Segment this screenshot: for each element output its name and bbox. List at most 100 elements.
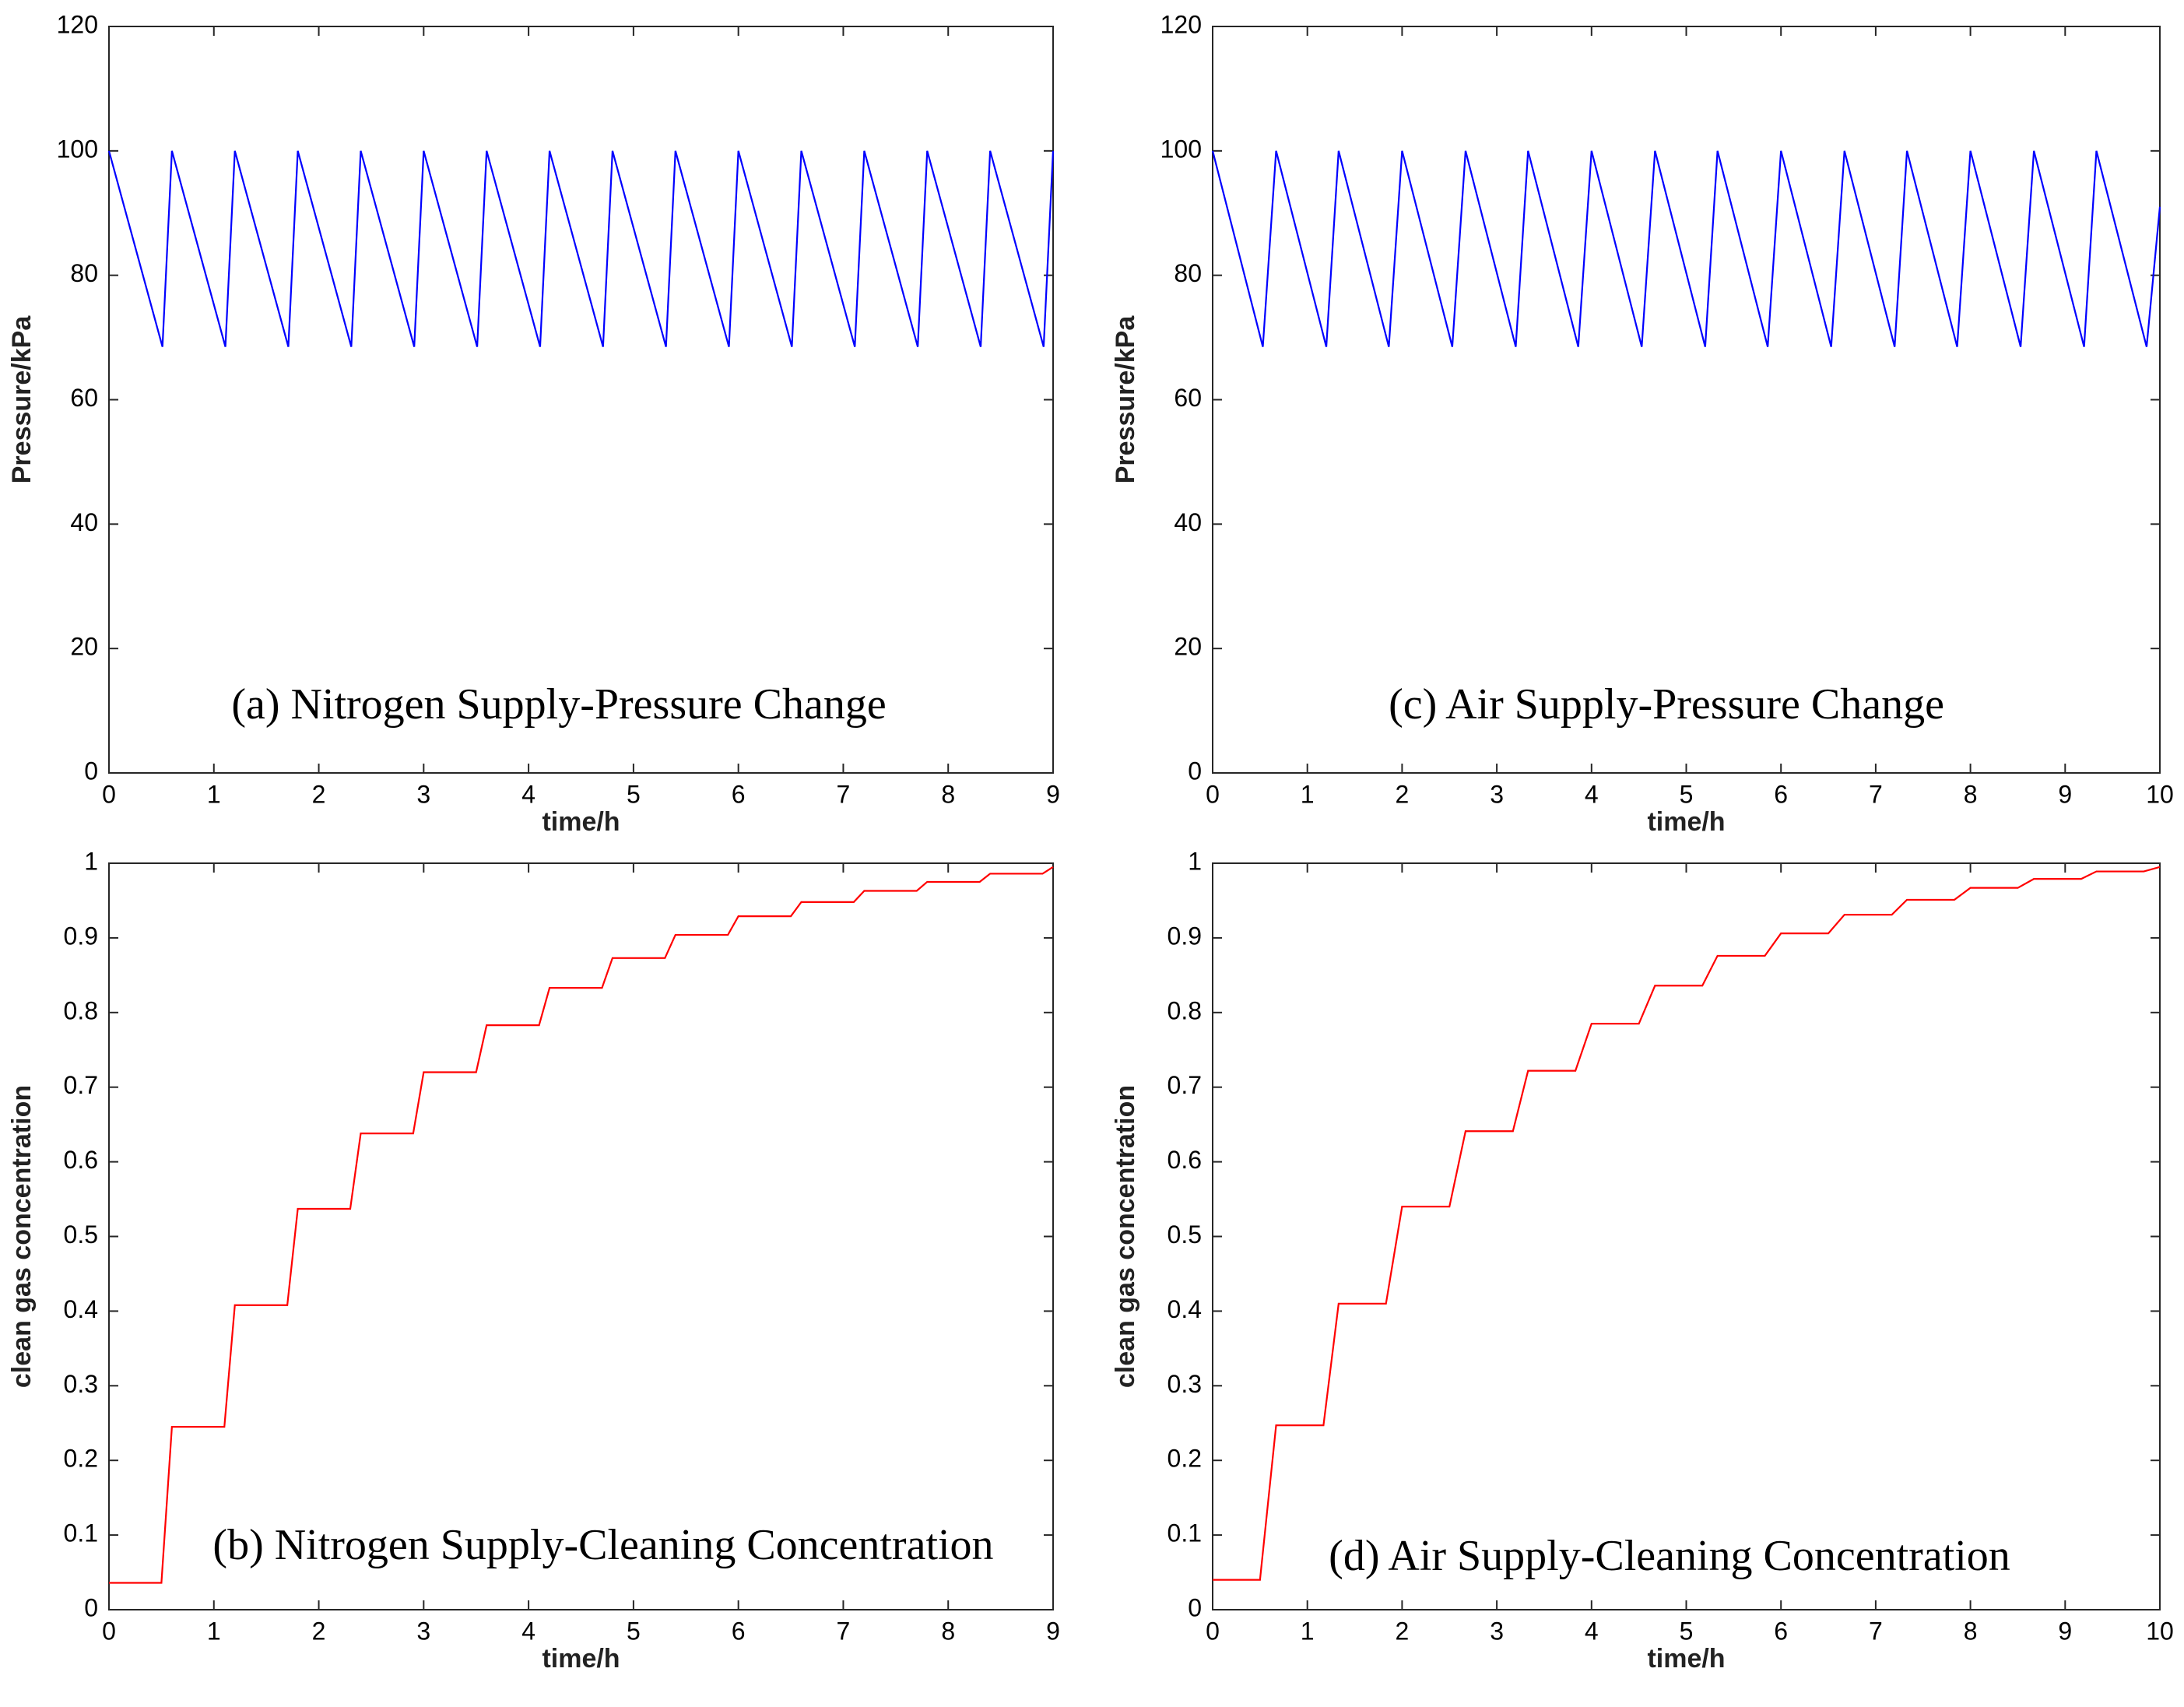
x-tick-label: 1 [1301, 780, 1315, 808]
x-tick-label: 0 [102, 1617, 116, 1645]
x-tick-label: 10 [2146, 780, 2174, 808]
y-tick-label: 0 [1188, 757, 1202, 785]
x-tick-label: 4 [521, 1617, 535, 1645]
y-tick-label: 0.4 [1167, 1295, 1202, 1323]
data-line [109, 866, 1054, 1584]
y-tick-label: 0.8 [1167, 996, 1202, 1024]
y-axis-label: Pressure/kPa [7, 315, 37, 484]
y-tick-label: 0.8 [64, 996, 98, 1024]
x-tick-label: 8 [941, 780, 955, 808]
y-tick-label: 120 [57, 10, 98, 38]
x-tick-label: 9 [2058, 1617, 2072, 1645]
x-tick-label: 7 [1869, 780, 1883, 808]
x-tick-label: 9 [1046, 780, 1060, 808]
y-tick-label: 0.2 [64, 1445, 98, 1473]
data-line [107, 150, 1055, 347]
x-tick-label: 3 [416, 780, 430, 808]
x-tick-label: 3 [1490, 1617, 1504, 1645]
y-tick-label: 120 [1160, 10, 1202, 38]
x-tick-label: 6 [732, 1617, 746, 1645]
x-tick-label: 3 [416, 1617, 430, 1645]
y-axis-label: Pressure/kPa [1111, 315, 1140, 484]
y-tick-label: 0.7 [64, 1071, 98, 1099]
x-tick-label: 0 [1206, 780, 1220, 808]
x-tick-label: 0 [102, 780, 116, 808]
x-tick-label: 1 [207, 780, 221, 808]
y-tick-label: 0.4 [64, 1295, 98, 1323]
x-tick-label: 9 [1046, 1617, 1060, 1645]
y-tick-label: 1 [84, 847, 98, 875]
x-tick-label: 4 [521, 780, 535, 808]
y-tick-label: 0.6 [1167, 1146, 1202, 1174]
plot-area [108, 862, 1054, 1610]
data-line [1213, 866, 2161, 1581]
x-tick-label: 6 [1774, 1617, 1788, 1645]
y-tick-label: 60 [70, 384, 98, 412]
x-tick-label: 7 [837, 1617, 851, 1645]
x-tick-label: 2 [312, 1617, 326, 1645]
y-axis-label: clean gas concentration [7, 1085, 37, 1388]
y-axis-label: clean gas concentration [1111, 1085, 1140, 1388]
y-tick-label: 80 [1174, 259, 1202, 287]
x-tick-label: 6 [732, 780, 746, 808]
x-tick-label: 1 [1301, 1617, 1315, 1645]
y-tick-label: 0.3 [1167, 1370, 1202, 1398]
x-tick-label: 4 [1585, 1617, 1599, 1645]
panel-title: (d) Air Supply-Cleaning Concentration [1329, 1532, 2010, 1580]
x-tick-label: 1 [207, 1617, 221, 1645]
x-tick-label: 5 [627, 780, 641, 808]
y-tick-label: 0.1 [1167, 1519, 1202, 1547]
x-tick-label: 2 [1396, 780, 1410, 808]
panel-title: (a) Nitrogen Supply-Pressure Change [231, 680, 886, 729]
x-tick-label: 5 [1680, 780, 1694, 808]
y-tick-label: 60 [1174, 384, 1202, 412]
x-tick-label: 5 [1680, 1617, 1694, 1645]
x-tick-label: 8 [941, 1617, 955, 1645]
x-axis-label: time/h [542, 807, 620, 837]
plot-area [1212, 26, 2161, 774]
x-tick-label: 0 [1206, 1617, 1220, 1645]
x-tick-label: 6 [1774, 780, 1788, 808]
y-tick-label: 0.2 [1167, 1445, 1202, 1473]
y-tick-label: 0.9 [64, 922, 98, 950]
x-tick-label: 9 [2058, 780, 2072, 808]
y-tick-label: 0.9 [1167, 922, 1202, 950]
x-tick-label: 7 [837, 780, 851, 808]
x-tick-label: 3 [1490, 780, 1504, 808]
y-tick-label: 0 [84, 757, 98, 785]
x-tick-label: 8 [1964, 780, 1978, 808]
y-tick-label: 20 [70, 633, 98, 661]
x-tick-label: 8 [1964, 1617, 1978, 1645]
y-tick-label: 0.7 [1167, 1071, 1202, 1099]
panel-title: (b) Nitrogen Supply-Cleaning Concentrati… [212, 1521, 993, 1569]
plot-area [1212, 862, 2161, 1610]
plot-area [108, 26, 1054, 774]
y-tick-label: 0.6 [64, 1146, 98, 1174]
y-tick-label: 100 [1160, 135, 1202, 163]
y-tick-label: 20 [1174, 633, 1202, 661]
panel-title: (c) Air Supply-Pressure Change [1389, 680, 1944, 729]
x-tick-label: 2 [312, 780, 326, 808]
data-line [1211, 150, 2161, 347]
y-tick-label: 40 [1174, 508, 1202, 536]
y-tick-label: 0.1 [64, 1519, 98, 1547]
x-tick-label: 4 [1585, 780, 1599, 808]
y-tick-label: 0 [84, 1593, 98, 1621]
y-tick-label: 1 [1188, 847, 1202, 875]
x-tick-label: 5 [627, 1617, 641, 1645]
y-tick-label: 80 [70, 259, 98, 287]
x-tick-label: 2 [1396, 1617, 1410, 1645]
y-tick-label: 0.5 [64, 1221, 98, 1249]
y-tick-label: 0.5 [1167, 1221, 1202, 1249]
y-tick-label: 0 [1188, 1593, 1202, 1621]
x-axis-label: time/h [1647, 807, 1725, 837]
y-tick-label: 40 [70, 508, 98, 536]
x-axis-label: time/h [1647, 1644, 1725, 1674]
x-tick-label: 7 [1869, 1617, 1883, 1645]
x-tick-label: 10 [2146, 1617, 2174, 1645]
y-tick-label: 0.3 [64, 1370, 98, 1398]
x-axis-label: time/h [542, 1644, 620, 1674]
y-tick-label: 100 [57, 135, 98, 163]
